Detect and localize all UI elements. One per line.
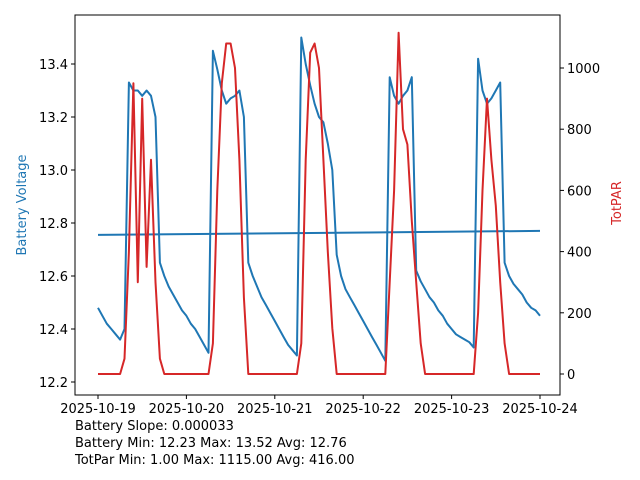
series-line-battery-trend: [97, 229, 541, 236]
left-y-axis: 12.2 12.4 12.6 12.8 13.0 13.2 13.4: [39, 58, 75, 391]
x-tick-label: 2025-10-21: [237, 402, 313, 417]
series-line-battery-voltage: [97, 36, 541, 362]
x-tick-label: 2025-10-22: [325, 402, 401, 417]
battery-slope-annotation: Battery Slope: 0.000033: [75, 419, 234, 434]
left-tick-label: 12.8: [39, 217, 68, 232]
left-tick-label: 12.2: [39, 376, 68, 391]
x-tick-label: 2025-10-20: [149, 402, 225, 417]
x-tick-label: 2025-10-24: [502, 402, 578, 417]
right-tick-label: 1000: [567, 62, 600, 77]
x-axis: 2025-10-19 2025-10-20 2025-10-21 2025-10-22…: [60, 395, 578, 417]
right-tick-label: 0: [567, 368, 575, 383]
right-axis-label: TotPAR: [610, 181, 625, 226]
left-tick-label: 13.4: [39, 58, 68, 73]
right-tick-label: 800: [567, 123, 592, 138]
left-tick-label: 13.2: [39, 111, 68, 126]
totpar-stats-annotation: TotPar Min: 1.00 Max: 1115.00 Avg: 416.0…: [74, 453, 355, 468]
series-line-totpar: [98, 31, 540, 375]
left-axis-label: Battery Voltage: [15, 154, 30, 255]
left-tick-label: 12.4: [39, 323, 68, 338]
right-y-axis: 0 200 400 600 800 1000: [560, 62, 600, 383]
x-tick-label: 2025-10-19: [60, 402, 136, 417]
battery-stats-annotation: Battery Min: 12.23 Max: 13.52 Avg: 12.76: [75, 436, 347, 451]
plot-area: [97, 31, 541, 375]
left-tick-label: 13.0: [39, 164, 68, 179]
axes-frame: [74, 14, 561, 396]
x-tick-label: 2025-10-23: [414, 402, 490, 417]
right-tick-label: 400: [567, 246, 592, 261]
right-tick-label: 200: [567, 307, 592, 322]
left-tick-label: 12.6: [39, 270, 68, 285]
right-tick-label: 600: [567, 184, 592, 199]
